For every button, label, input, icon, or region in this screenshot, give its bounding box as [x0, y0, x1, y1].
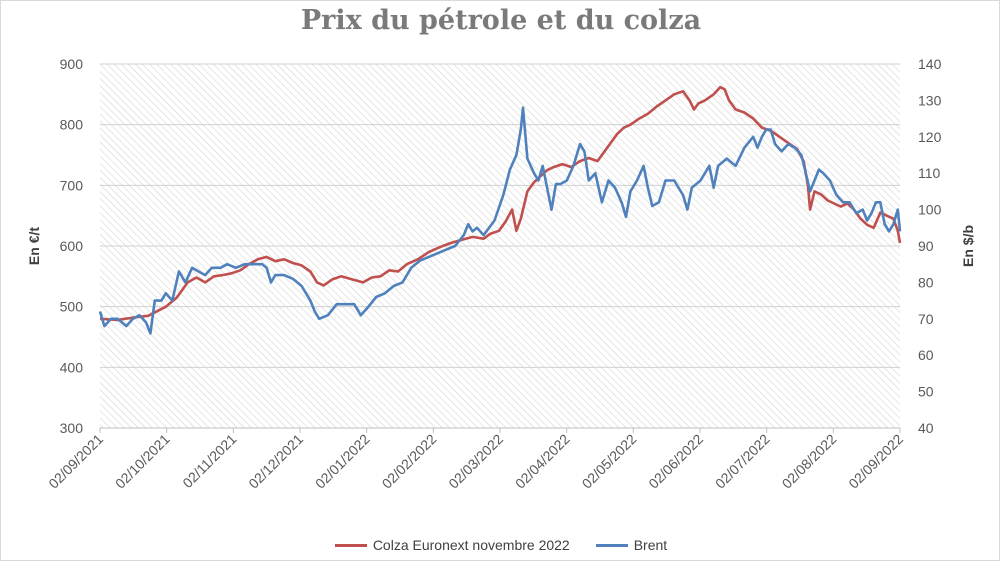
y-left-tick-label: 600 — [60, 238, 84, 254]
legend: Colza Euronext novembre 2022 Brent — [1, 537, 1000, 553]
y-right-tick-label: 130 — [918, 92, 942, 108]
y-right-tick-label: 60 — [918, 347, 934, 363]
x-tick-label: 02/05/2022 — [579, 431, 640, 492]
legend-swatch-colza — [334, 543, 367, 547]
x-tick-label: 02/12/2021 — [245, 431, 306, 492]
y-right-tick-label: 50 — [918, 384, 934, 400]
y-right-tick-label: 40 — [918, 420, 934, 436]
y-right-tick-label: 120 — [918, 129, 942, 145]
series-line-brent — [98, 106, 902, 335]
x-tick-label: 02/03/2022 — [445, 431, 506, 492]
y-right-tick-label: 90 — [918, 238, 934, 254]
x-tick-label: 02/02/2022 — [379, 431, 440, 492]
x-tick-label: 02/01/2022 — [312, 431, 373, 492]
legend-item-colza: Colza Euronext novembre 2022 — [334, 537, 570, 553]
legend-label-colza: Colza Euronext novembre 2022 — [372, 537, 570, 553]
x-tick-label: 02/11/2021 — [179, 431, 239, 491]
gridlines — [100, 63, 900, 368]
x-tick-label: 02/09/2022 — [845, 431, 906, 492]
x-tick-label: 02/10/2021 — [112, 431, 173, 492]
y-left-tick-label: 500 — [60, 299, 84, 315]
y-left-tick-label: 800 — [60, 117, 84, 133]
x-tick-label: 02/06/2022 — [645, 431, 706, 492]
x-tick-label: 02/07/2022 — [712, 431, 773, 492]
y-left-tick-label: 700 — [60, 177, 84, 193]
y-right-tick-label: 80 — [918, 274, 934, 290]
x-tick-label: 02/04/2022 — [512, 431, 573, 492]
y-left-tick-label: 400 — [60, 359, 84, 375]
y-axis-left-title: En €/t — [26, 227, 42, 265]
x-tick-label: 02/08/2022 — [779, 431, 840, 492]
x-tick-label: 02/09/2021 — [45, 431, 106, 492]
y-right-tick-label: 70 — [918, 311, 934, 327]
y-right-tick-label: 110 — [918, 165, 941, 181]
legend-label-brent: Brent — [633, 537, 668, 553]
legend-item-brent: Brent — [595, 537, 668, 553]
series-lines — [98, 85, 902, 335]
y-left-tick-label: 300 — [60, 420, 84, 436]
chart-title: Prix du pétrole et du colza — [300, 5, 702, 36]
y-right-tick-label: 140 — [918, 56, 942, 72]
y-axis-right-title: En $/b — [960, 225, 976, 267]
y-left-tick-label: 900 — [60, 56, 84, 72]
y-right-tick-label: 100 — [918, 202, 942, 218]
legend-swatch-brent — [595, 543, 628, 547]
